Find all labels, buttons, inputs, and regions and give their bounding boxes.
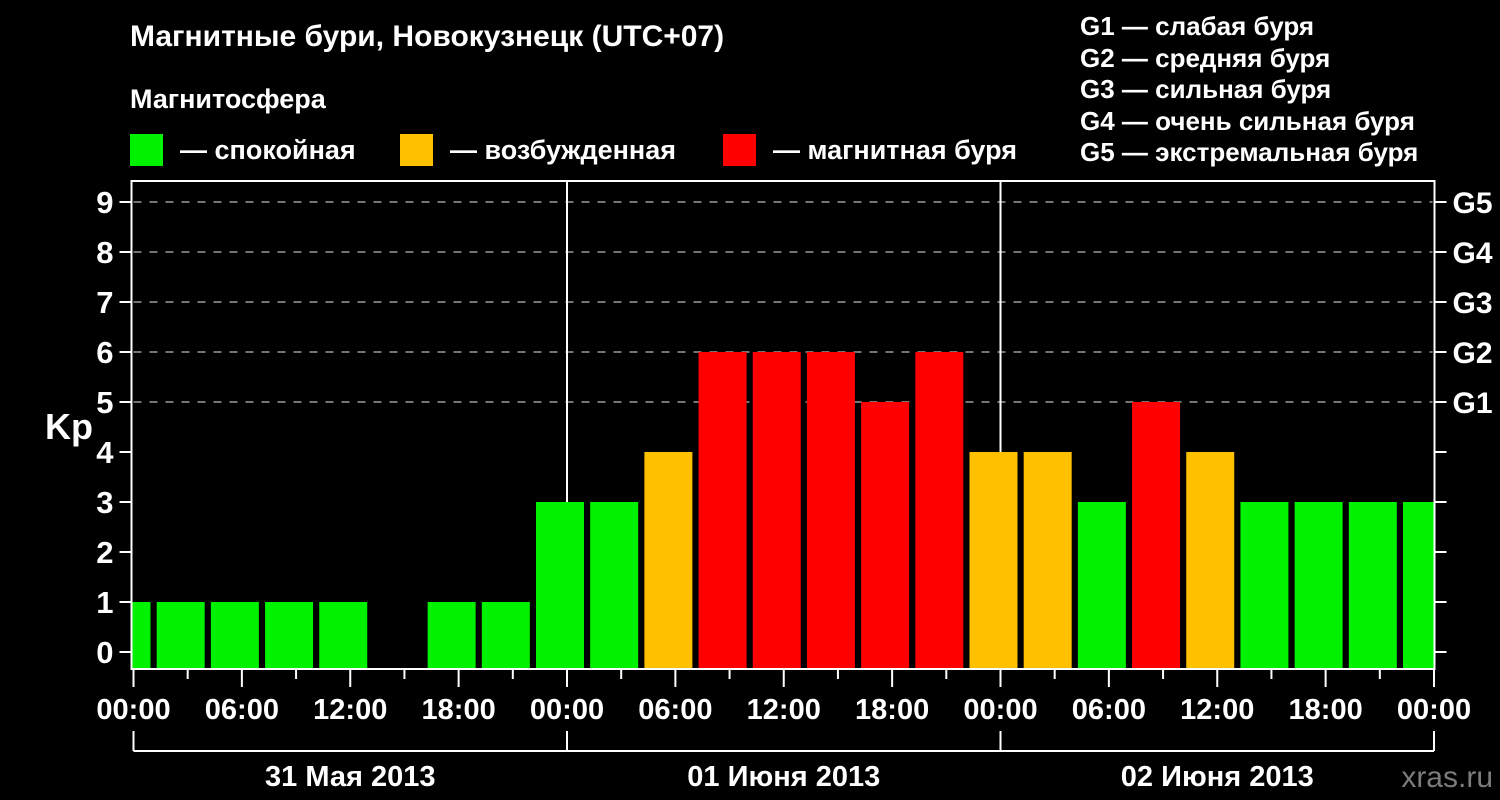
- kp-bar: [536, 502, 584, 668]
- kp-bar: [156, 602, 205, 668]
- axis-label: 1: [96, 585, 113, 620]
- day-brackets: 31 Мая 2013 01 Июня 2013 02 Июня 2013: [132, 731, 1435, 793]
- time-label: 18:00: [1289, 694, 1363, 726]
- kp-bar: [915, 352, 964, 668]
- excited-color-swatch: [400, 134, 433, 166]
- storm-scale-line-g1: G1 — слабая буря: [1080, 11, 1315, 41]
- quiet-color-swatch: [130, 134, 163, 166]
- legend-item-label: — магнитная буря: [773, 134, 1017, 165]
- kp-bar: [132, 602, 151, 668]
- kp-bar: [1186, 452, 1235, 668]
- axis-label: 4: [96, 435, 114, 470]
- y-axis-right: G1 G2 G3 G4 G5: [1434, 187, 1493, 653]
- storm-scale-line-g3: G3 — сильная буря: [1080, 74, 1332, 104]
- kp-bar: [1023, 452, 1072, 668]
- storm-scale-line-g5: G5 — экстремальная буря: [1080, 137, 1419, 167]
- time-label: 00:00: [1397, 694, 1471, 726]
- g-scale-label: G1: [1453, 387, 1493, 420]
- time-label: 00:00: [530, 694, 604, 726]
- y-axis-left: 0 1 2 3 4 5 6 7 8 9 Kp: [45, 185, 132, 670]
- time-label: 12:00: [1180, 694, 1254, 726]
- storm-scale-legend: G1 — слабая буря G2 — средняя буря G3 — …: [1080, 11, 1418, 169]
- kp-bar: [481, 602, 530, 668]
- time-label: 18:00: [855, 694, 929, 726]
- time-label: 06:00: [205, 694, 279, 726]
- kp-bar: [969, 452, 1018, 668]
- time-label: 12:00: [313, 694, 387, 726]
- bars-group: [132, 352, 1434, 668]
- storm-color-swatch: [723, 134, 756, 166]
- kp-bar: [1403, 502, 1434, 668]
- day-label: 31 Мая 2013: [265, 761, 435, 793]
- axis-label: 8: [96, 235, 113, 270]
- kp-bar: [1240, 502, 1289, 668]
- time-label: 06:00: [1072, 694, 1146, 726]
- x-axis: 00:00 06:00 12:00 18:00 00:00 06:00 12:00 18:00…: [96, 670, 1471, 726]
- legend-item-quiet: — спокойная: [130, 133, 356, 167]
- kp-bar: [590, 502, 639, 668]
- kp-bar: [644, 452, 693, 668]
- kp-bar: [1294, 502, 1343, 668]
- kp-bar: [1348, 502, 1397, 668]
- kp-bar: [698, 352, 747, 668]
- axis-label: 5: [96, 385, 113, 420]
- time-label: 12:00: [747, 694, 821, 726]
- day-label: 01 Июня 2013: [687, 761, 880, 793]
- storm-scale-line-g4: G4 — очень сильная буря: [1080, 105, 1415, 136]
- kp-bar: [1077, 502, 1126, 668]
- kp-bar: [210, 602, 259, 668]
- watermark: xras.ru: [1401, 761, 1493, 794]
- time-label: 06:00: [638, 694, 712, 726]
- legend-item-excited: — возбужденная: [400, 133, 676, 167]
- time-label: 00:00: [96, 694, 170, 726]
- magnetosphere-caption: Магнитосфера: [130, 84, 326, 114]
- axis-label: 7: [96, 285, 113, 320]
- g-scale-label: G4: [1453, 237, 1493, 270]
- axis-label: 2: [96, 535, 113, 570]
- axis-label: 0: [96, 635, 113, 670]
- time-label: 18:00: [422, 694, 496, 726]
- axis-label: 6: [96, 335, 113, 370]
- y-axis-title: Kp: [45, 406, 93, 447]
- plot-frame: [130, 180, 1436, 670]
- g-scale-label: G2: [1453, 337, 1493, 370]
- kp-bar: [1132, 402, 1181, 668]
- time-label: 00:00: [963, 694, 1037, 726]
- storm-scale-line-g2: G2 — средняя буря: [1080, 42, 1331, 73]
- legend-item-label: — возбужденная: [450, 134, 676, 165]
- kp-bar: [265, 602, 314, 668]
- kp-bar: [861, 402, 910, 668]
- legend-item-storm: — магнитная буря: [723, 133, 1017, 167]
- kp-bar: [752, 352, 801, 668]
- axis-label: 3: [96, 485, 113, 520]
- g-scale-label: G5: [1453, 187, 1493, 220]
- chart-title: Магнитные бури, Новокузнецк (UTC+07): [130, 20, 725, 53]
- g-scale-label: G3: [1453, 287, 1493, 320]
- kp-bar: [319, 602, 368, 668]
- day-label: 02 Июня 2013: [1121, 761, 1314, 793]
- axis-label: 9: [96, 185, 113, 220]
- kp-bar: [427, 602, 476, 668]
- kp-bar: [806, 352, 855, 668]
- legend-item-label: — спокойная: [180, 134, 356, 165]
